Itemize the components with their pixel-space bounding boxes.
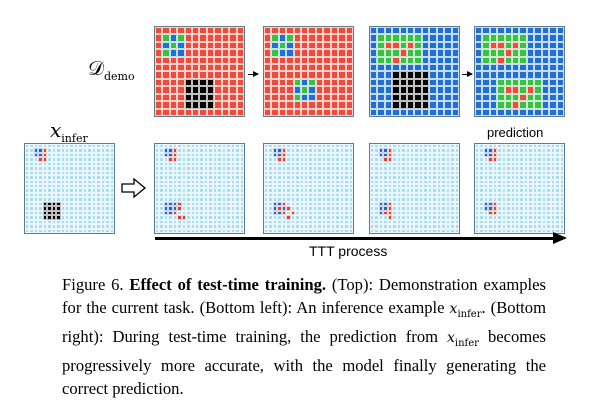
demo-arrow-1 [248,71,259,77]
ttt-prediction-grid-4 [474,143,565,234]
ttt-process-arrow [155,232,567,244]
d-demo-label: 𝒟demo [88,56,135,83]
ttt-prediction-grid-1 [154,143,245,234]
demo-output-grid-1 [263,26,354,117]
x-infer-label: xinfer [50,118,88,145]
figure-caption: Figure 6. Effect of test-time training. … [62,274,546,401]
demo-output-grid-2 [474,26,565,117]
ttt-prediction-grid-3 [369,143,460,234]
ttt-prediction-grid-2 [263,143,354,234]
caption-part-1: (Top): Demonstration examples for the cu… [62,275,546,317]
caption-x-infer-2: xinfer [447,329,479,349]
demo-arrow-2 [462,71,473,77]
ttt-process-label: TTT process [309,243,388,259]
hollow-arrow-icon [121,178,147,198]
caption-x-infer-1: xinfer [449,300,482,320]
inference-input-grid [24,143,115,234]
caption-figure-number: Figure 6. [62,275,124,294]
demo-input-grid-2 [369,26,460,117]
demo-input-grid-1 [154,26,245,117]
caption-title: Effect of test-time training. [129,275,327,294]
prediction-label: prediction [487,125,544,140]
caption-part-3: becomes progressively more accurate, wit… [62,326,547,398]
caption-part-2: . (Bottom right): During test-time train… [62,297,546,346]
